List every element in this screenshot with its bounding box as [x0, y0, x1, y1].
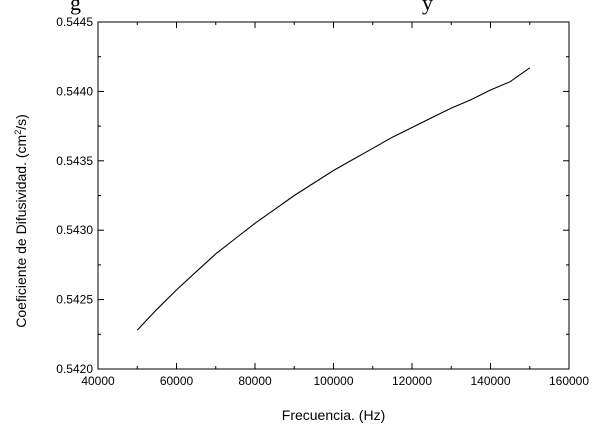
x-tick-label: 60000 [160, 374, 194, 388]
y-tick-label: 0.5435 [56, 154, 93, 168]
y-tick-label: 0.5425 [56, 293, 93, 307]
x-axis: 40000 60000 80000 100000 120000 140000 160000 [81, 22, 589, 388]
x-tick-label: 140000 [470, 374, 510, 388]
y-tick-label: 0.5445 [56, 15, 93, 29]
y-axis-title: Coeficiente de Difusividad. (cm2/s) [13, 114, 29, 328]
x-tick-label: 160000 [549, 374, 589, 388]
y-axis-title-suffix: /s) [13, 114, 29, 130]
x-tick-label: 100000 [313, 374, 353, 388]
y-tick-label: 0.5430 [56, 223, 93, 237]
x-tick-label: 40000 [81, 374, 115, 388]
y-tick-label: 0.5420 [56, 362, 93, 376]
y-axis-title-superscript: 2 [13, 130, 23, 135]
x-tick-label: 120000 [392, 374, 432, 388]
series-line [136, 67, 531, 331]
plot-frame [97, 21, 570, 370]
y-axis: 0.5420 0.5425 0.5430 0.5435 0.5440 0.5445 [56, 15, 569, 376]
y-tick-label: 0.5440 [56, 84, 93, 98]
y-axis-title-main: Coeficiente de Difusividad. (cm [13, 135, 29, 328]
cut-off-heading-fragment: g y [70, 0, 433, 15]
x-axis-title: Frecuencia. (Hz) [282, 407, 385, 423]
series-group [136, 67, 531, 331]
x-tick-label: 80000 [238, 374, 272, 388]
